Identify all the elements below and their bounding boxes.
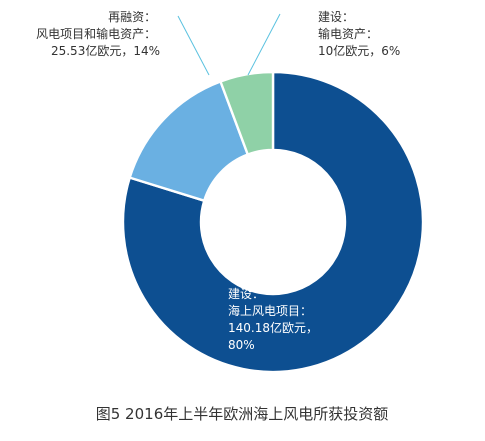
label-refinancing-line-3: 25.53亿欧元，14% <box>51 43 160 58</box>
label-offshore-wind-line-3: 140.18亿欧元， <box>228 320 318 335</box>
label-transmission-line-2: 输电资产： <box>318 26 378 41</box>
donut-slices <box>121 70 425 374</box>
slice-transmission <box>218 70 275 157</box>
label-offshore-wind: 建设： 海上风电项目： 140.18亿欧元， 80% <box>228 287 322 352</box>
label-transmission-line-1: 建设： <box>318 10 354 24</box>
leader-line-refinancing <box>177 15 210 76</box>
figure-caption: 图5 2016年上半年欧洲海上风电所获投资额 <box>96 405 389 423</box>
leader-line-transmission <box>247 13 281 76</box>
leader-lines <box>177 13 281 76</box>
label-offshore-wind-line-4: 80% <box>228 338 255 352</box>
label-offshore-wind-line-2: 海上风电项目： <box>228 303 312 318</box>
label-transmission-line-3: 10亿欧元，6% <box>318 43 400 58</box>
label-refinancing-line-2: 风电项目和输电资产： <box>36 26 156 41</box>
slice-offshore-wind <box>121 70 425 374</box>
label-refinancing: 再融资： 风电项目和输电资产： 25.53亿欧元，14% <box>36 10 160 58</box>
label-transmission: 建设： 输电资产： 10亿欧元，6% <box>318 10 400 58</box>
label-offshore-wind-line-1: 建设： <box>228 287 264 301</box>
label-refinancing-line-1: 再融资： <box>108 10 156 24</box>
